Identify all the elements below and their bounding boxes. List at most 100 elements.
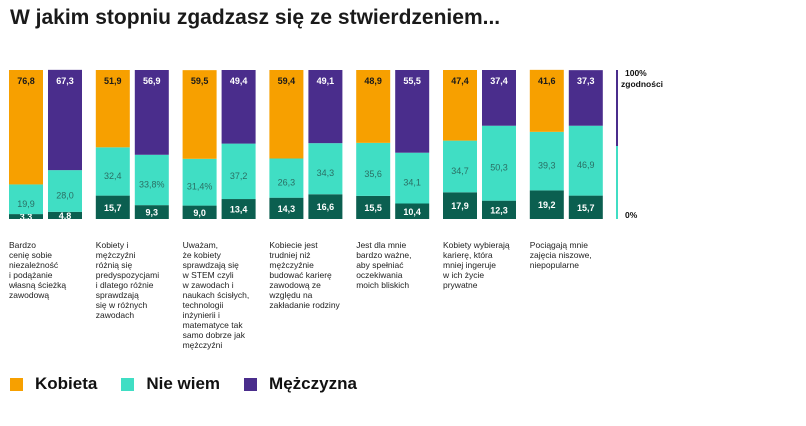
category-label-line: w zawodach i [182, 280, 234, 290]
data-label-mezczyzna-agree-0: 67,3 [56, 76, 74, 86]
category-label-line: moich bliskich [356, 280, 410, 290]
category-label-0: Bardzo cenię sobie niezależność i podążanie… [9, 240, 87, 300]
bar-segment-mezczyzna-disagree-2 [221, 199, 256, 219]
bar-segment-mezczyzna-nie_wiem-5 [482, 125, 516, 201]
category-label-line: samo dobrze jak [182, 330, 245, 340]
axis-bottom-label: 0% [625, 210, 638, 220]
data-label-mezczyzna-agree-2: 49,4 [230, 76, 248, 86]
category-label-line: niepopularne [529, 260, 579, 270]
category-label-line: różnią się [95, 260, 133, 270]
category-label-5: Kobiety wybierają karierę, która mniej ing… [443, 240, 521, 290]
bar-segment-mezczyzna-nie_wiem-0 [48, 170, 82, 212]
legend-item-mezczyzna: Mężczyzna [244, 374, 357, 394]
category-label-1: Kobiety i mężczyźni różnią się predyspozycj… [96, 240, 174, 320]
category-label-line: matematyce tak [182, 320, 243, 330]
bar-segment-kobieta-agree-6 [529, 69, 564, 132]
legend: Kobieta Nie wiem Mężczyzna [10, 374, 381, 394]
data-label-mezczyzna-disagree-6: 15,7 [577, 203, 595, 213]
legend-label-kobieta: Kobieta [35, 374, 98, 393]
legend-label-mezczyzna: Mężczyzna [269, 374, 357, 393]
category-label-line: Jest dla mnie [356, 240, 407, 250]
bar-segment-kobieta-nie_wiem-2 [182, 158, 217, 206]
bar-segment-mezczyzna-agree-0 [48, 69, 82, 171]
legend-swatch-nie_wiem [121, 377, 135, 391]
bar-segment-mezczyzna-disagree-5 [482, 200, 516, 219]
bar-segment-mezczyzna-disagree-1 [134, 205, 169, 219]
data-label-kobieta-disagree-4: 15,5 [364, 203, 382, 213]
axis-reference-bottom [616, 146, 618, 219]
category-label-line: w ich życie [443, 270, 485, 280]
category-label-line: Kobiecie jest [269, 240, 318, 250]
bar-segment-mezczyzna-agree-4 [395, 70, 430, 153]
data-label-kobieta-disagree-6: 19,2 [538, 200, 556, 210]
category-label-line: cenię sobie [9, 250, 53, 260]
data-label-mezczyzna-disagree-2: 13,4 [230, 205, 248, 215]
category-label-line: technologii [182, 300, 224, 310]
bar-segment-kobieta-agree-4 [356, 70, 391, 143]
data-label-mezczyzna-nie_wiem-5: 50,3 [490, 163, 508, 173]
category-label-line: Kobiety wybierają [443, 240, 510, 250]
category-label-3: Kobiecie jest trudniej niż mężczyźnie budow… [269, 240, 347, 310]
category-label-line: zawodową [9, 290, 50, 300]
category-label-line: trudniej niż [269, 250, 311, 260]
category-label-line: predyspozycjami [95, 270, 160, 280]
bar-segment-kobieta-disagree-2 [182, 205, 217, 219]
chart-title: W jakim stopniu zgadzasz się ze stwierdz… [10, 6, 501, 29]
bar-segment-kobieta-nie_wiem-3 [269, 158, 304, 198]
data-label-mezczyzna-disagree-1: 9,3 [146, 208, 159, 218]
bar-segment-mezczyzna-agree-6 [568, 70, 603, 126]
bar-segment-kobieta-nie_wiem-5 [443, 140, 477, 193]
data-label-kobieta-agree-3: 59,4 [278, 76, 296, 86]
category-label-line: karierę, która [443, 250, 493, 260]
category-label-line: aby spełniać [356, 260, 404, 270]
data-label-kobieta-agree-1: 51,9 [104, 76, 122, 86]
category-label-line: mężczyźni [95, 250, 136, 260]
category-label-line: mężczyźnie [269, 260, 314, 270]
data-label-mezczyzna-agree-5: 37,4 [490, 76, 508, 86]
axis-top-sublabel: zgodności [621, 79, 663, 89]
data-label-mezczyzna-agree-1: 56,9 [143, 76, 161, 86]
bar-segment-kobieta-nie_wiem-0 [9, 184, 43, 215]
data-label-kobieta-disagree-0: 3,3 [20, 212, 33, 222]
data-label-kobieta-agree-0: 76,8 [17, 76, 35, 86]
bar-segment-kobieta-agree-2 [182, 70, 217, 159]
category-label-line: oczekiwania [356, 270, 403, 280]
category-label-line: w STEM czyli [182, 270, 234, 280]
category-label-line: Kobiety i [95, 240, 129, 250]
bar-segment-kobieta-disagree-1 [95, 195, 130, 219]
data-label-mezczyzna-nie_wiem-4: 34,1 [403, 178, 421, 188]
category-label-4: Jest dla mnie bardzo ważne, aby spełniać oc… [356, 240, 434, 290]
data-label-kobieta-disagree-1: 15,7 [104, 203, 122, 213]
category-label-line: względu na [269, 290, 313, 300]
category-label-2: Uważam, że kobiety sprawdzają się w STEM cz… [183, 240, 261, 350]
data-label-kobieta-nie_wiem-5: 34,7 [451, 166, 469, 176]
legend-item-nie_wiem: Nie wiem [121, 374, 220, 394]
data-label-kobieta-disagree-3: 14,3 [278, 204, 296, 214]
data-label-mezczyzna-nie_wiem-3: 34,3 [317, 168, 335, 178]
bar-segment-kobieta-nie_wiem-4 [356, 142, 391, 196]
bar-segment-kobieta-agree-0 [9, 70, 43, 185]
data-label-kobieta-agree-6: 41,6 [538, 76, 556, 86]
data-label-mezczyzna-nie_wiem-1: 33,8% [139, 179, 165, 189]
bar-segment-mezczyzna-agree-1 [134, 70, 169, 155]
data-label-kobieta-nie_wiem-3: 26,3 [278, 178, 296, 188]
bar-segment-kobieta-disagree-6 [529, 190, 564, 219]
data-label-mezczyzna-disagree-5: 12,3 [490, 205, 508, 215]
category-label-line: naukach ścisłych, [182, 290, 250, 300]
category-label-line: bardzo ważne, [356, 250, 412, 260]
bar-segment-mezczyzna-nie_wiem-3 [308, 143, 343, 195]
category-label-line: inżynierii i [182, 310, 220, 320]
bar-segment-mezczyzna-agree-2 [221, 70, 256, 144]
data-label-mezczyzna-nie_wiem-6: 46,9 [577, 160, 595, 170]
category-label-line: budować karierę [269, 270, 332, 280]
bar-segment-kobieta-disagree-4 [356, 195, 391, 219]
bar-segment-kobieta-nie_wiem-1 [95, 147, 130, 196]
data-label-kobieta-disagree-2: 9,0 [193, 208, 206, 218]
bar-segment-mezczyzna-nie_wiem-6 [568, 125, 603, 196]
axis-reference-top [616, 70, 618, 146]
legend-label-nie_wiem: Nie wiem [146, 374, 221, 393]
data-label-mezczyzna-agree-6: 37,3 [577, 76, 595, 86]
data-label-mezczyzna-disagree-3: 16,6 [317, 202, 335, 212]
bar-segment-mezczyzna-nie_wiem-2 [221, 143, 256, 200]
